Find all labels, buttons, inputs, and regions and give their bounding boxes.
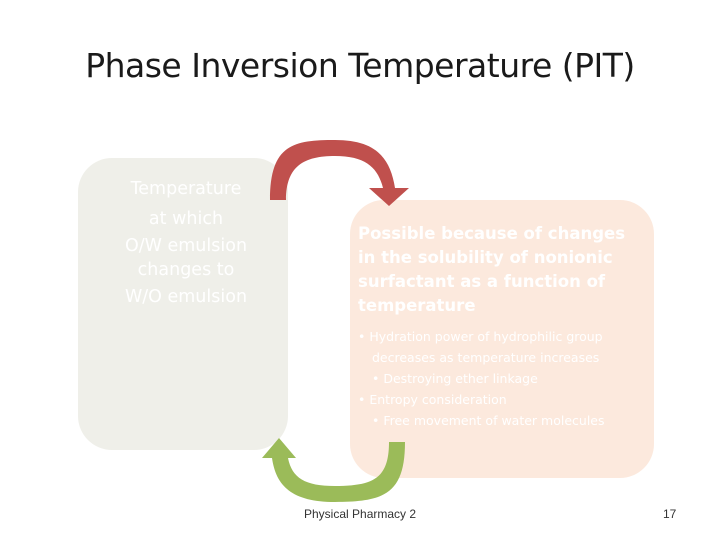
bullet-item: • Hydration power of hydrophilic group bbox=[358, 329, 603, 344]
footer-course-name: Physical Pharmacy 2 bbox=[304, 507, 417, 521]
right-title-line: Possible because of changes bbox=[358, 224, 626, 243]
right-explanation-box bbox=[350, 200, 654, 478]
left-line: changes to bbox=[137, 260, 235, 280]
left-line: W/O emulsion bbox=[124, 287, 248, 307]
left-line: Temperature bbox=[130, 179, 242, 199]
right-title-line: in the solubility of nonionic bbox=[358, 248, 613, 267]
sub-bullet-item: • Destroying ether linkage bbox=[372, 371, 538, 386]
green-curved-arrow bbox=[262, 438, 405, 502]
right-title-line: temperature bbox=[358, 296, 476, 315]
bullet-item-continuation: decreases as temperature increases bbox=[372, 350, 600, 365]
bullet-list: • Hydration power of hydrophilic group d… bbox=[358, 326, 648, 431]
left-definition-text: Temperature at which O/W emulsion change… bbox=[100, 174, 272, 312]
page-number: 17 bbox=[663, 507, 677, 521]
red-curved-arrow bbox=[270, 140, 409, 206]
sub-bullet-item: • Free movement of water molecules bbox=[372, 413, 605, 428]
slide-title: Phase Inversion Temperature (PIT) bbox=[85, 46, 635, 85]
right-title-line: surfactant as a function of bbox=[358, 272, 606, 291]
left-definition-box bbox=[78, 158, 288, 450]
left-line: at which bbox=[148, 209, 224, 229]
bullet-item: • Entropy consideration bbox=[358, 392, 507, 407]
left-line: O/W emulsion bbox=[124, 236, 248, 256]
right-explanation-title: Possible because of changes in the solub… bbox=[358, 222, 648, 318]
